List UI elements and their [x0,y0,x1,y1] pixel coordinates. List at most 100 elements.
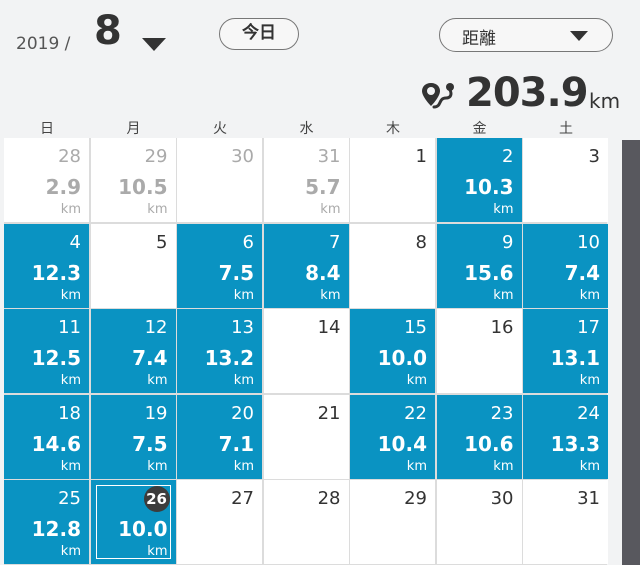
day-distance-unit: km [493,287,514,303]
day-number: 19 [144,402,168,424]
weekday-label: 水 [299,121,314,137]
calendar-day-cell[interactable]: 19 7.5 km [90,394,176,479]
calendar-day-cell[interactable]: 2 10.3 km [436,138,522,222]
day-distance-unit: km [60,458,81,474]
calendar-day-cell[interactable]: 13 13.2 km [177,309,262,393]
calendar-day-cell[interactable]: 30 [177,138,262,222]
today-badge: 26 [143,486,170,512]
calendar-day-cell[interactable]: 4 12.3 km [4,223,89,308]
calendar-day-cell[interactable]: 9 15.6 km [436,223,522,308]
calendar-day-cell[interactable]: 14 [263,309,349,393]
calendar-day-cell[interactable]: 1 [350,138,435,222]
day-number: 9 [502,231,514,253]
calendar-grid: 28 2.9 km 29 10.5 km 30 31 5.7 km 1 2 10.3 km 3 4 12.3 km… [4,138,608,565]
calendar-day-cell[interactable]: 31 5.7 km [263,138,349,222]
day-distance-unit: km [60,544,81,559]
calendar-day-cell[interactable]: 21 [263,394,349,479]
day-distance: 7.4 [564,260,600,285]
day-distance: 10.0 [377,346,427,370]
calendar-day-cell[interactable]: 28 2.9 km [4,138,89,222]
calendar-day-cell[interactable]: 28 [263,480,349,564]
day-distance-unit: km [320,287,341,303]
day-distance: 14.6 [31,431,81,456]
day-distance-unit: km [579,373,600,388]
day-number: 1 [415,146,427,167]
day-distance: 7.1 [218,431,254,456]
day-distance-unit: km [493,202,514,217]
day-number: 21 [317,402,341,424]
day-number: 10 [577,231,600,253]
calendar-day-cell[interactable]: 10 7.4 km [523,223,608,308]
day-distance: 15.6 [464,260,514,285]
calendar-day-cell[interactable]: 3 [523,138,608,222]
calendar-day-cell[interactable]: 26 10.0 km [90,480,176,564]
day-distance: 10.4 [377,431,427,456]
day-number: 20 [231,402,254,424]
calendar-day-cell[interactable]: 29 [350,480,435,564]
day-distance: 13.2 [204,346,254,370]
weekday-header-row: 日月火水木金土 [4,114,607,138]
day-number: 13 [231,317,254,338]
month-label[interactable]: 8 [94,8,122,54]
calendar-day-cell[interactable]: 30 [436,480,522,564]
day-distance: 7.5 [132,431,168,456]
metric-select[interactable]: 距離 [439,18,613,52]
calendar-day-cell[interactable]: 12 7.4 km [90,309,176,393]
day-distance-unit: km [493,458,514,474]
day-number: 31 [577,488,600,509]
calendar-day-cell[interactable]: 20 7.1 km [177,394,262,479]
day-distance: 7.4 [132,346,168,370]
day-number: 22 [404,402,427,424]
day-distance: 10.3 [464,175,514,199]
day-number: 18 [58,402,81,424]
calendar-day-cell[interactable]: 18 14.6 km [4,394,89,479]
calendar-day-cell[interactable]: 7 8.4 km [263,223,349,308]
day-number: 30 [490,488,514,509]
calendar-day-cell[interactable]: 8 [350,223,435,308]
day-distance-unit: km [233,373,254,388]
calendar-day-cell[interactable]: 27 [177,480,262,564]
day-number: 16 [490,317,514,338]
day-number: 29 [404,488,427,509]
day-distance: 12.5 [31,346,81,370]
calendar-day-cell[interactable]: 24 13.3 km [523,394,608,479]
day-number: 24 [577,402,600,424]
day-number: 7 [329,231,341,253]
calendar-day-cell[interactable]: 11 12.5 km [4,309,89,393]
day-distance-unit: km [579,458,600,474]
day-number: 28 [317,488,341,509]
calendar-day-cell[interactable]: 5 [90,223,176,308]
day-distance-unit: km [60,202,81,217]
day-distance: 7.5 [218,260,254,285]
day-distance: 5.7 [305,175,341,199]
calendar-day-cell[interactable]: 22 10.4 km [350,394,435,479]
calendar-day-cell[interactable]: 17 13.1 km [523,309,608,393]
day-number: 14 [317,317,341,338]
day-distance-unit: km [147,373,168,388]
calendar-day-cell[interactable]: 29 10.5 km [90,138,176,222]
weekday-label: 月 [126,121,141,137]
day-distance-unit: km [147,458,168,474]
today-button[interactable]: 今日 [219,18,299,50]
day-distance: 8.4 [305,260,341,285]
calendar-day-cell[interactable]: 6 7.5 km [177,223,262,308]
calendar-day-cell[interactable]: 25 12.8 km [4,480,89,564]
calendar-day-cell[interactable]: 31 [523,480,608,564]
day-number: 4 [69,231,81,253]
day-distance: 2.9 [45,175,81,199]
weekday-label: 土 [559,121,573,137]
weekday-label: 日 [40,121,54,137]
day-distance: 10.0 [118,517,168,541]
calendar-day-cell[interactable]: 16 [436,309,522,393]
day-number: 25 [58,488,81,509]
calendar-day-cell[interactable]: 15 10.0 km [350,309,435,393]
weekday-label: 火 [213,121,227,137]
month-dropdown-icon[interactable] [142,38,166,51]
total-distance: 203.9 [466,70,589,116]
day-number: 2 [502,146,514,167]
day-distance-unit: km [320,202,341,217]
day-distance: 10.5 [118,175,168,199]
metric-select-value: 距離 [462,29,496,49]
calendar-header: 2019 / 8 今日 距離 203.9 km [0,0,640,130]
calendar-day-cell[interactable]: 23 10.6 km [436,394,522,479]
